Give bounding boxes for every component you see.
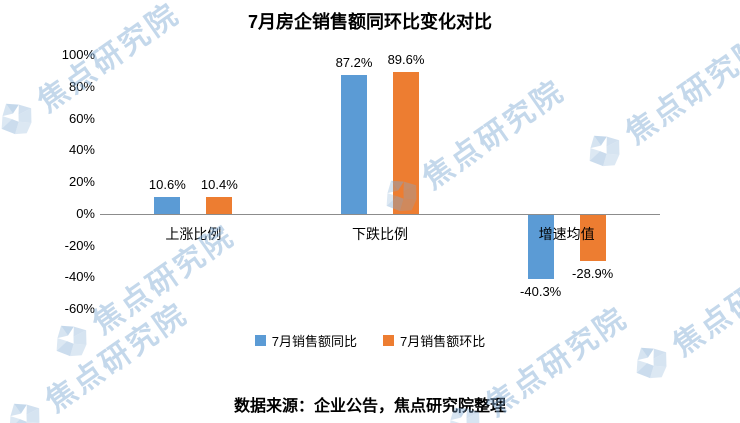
category-label: 增速均值 bbox=[538, 225, 595, 242]
y-axis-tick-label: 20% bbox=[68, 174, 95, 189]
legend-label: 7月销售额环比 bbox=[400, 334, 486, 349]
y-axis-tick-label: 100% bbox=[61, 47, 95, 62]
legend-label: 7月销售额同比 bbox=[271, 334, 357, 349]
watermark: 焦点研究院 bbox=[622, 234, 740, 392]
legend-item: 7月销售额环比 bbox=[383, 331, 485, 350]
y-axis-tick-label: 80% bbox=[68, 78, 95, 94]
y-axis-tick-label: 40% bbox=[68, 142, 95, 158]
bar-series2-下跌比例 bbox=[393, 71, 419, 214]
watermark: 焦点研究院 bbox=[575, 22, 740, 180]
bar-series2-增速均值 bbox=[579, 214, 606, 261]
y-axis-tick-label: -40% bbox=[64, 269, 95, 285]
category-label: 上涨比例 bbox=[165, 225, 222, 242]
bar-series1-下跌比例 bbox=[341, 75, 367, 214]
value-label: 89.6% bbox=[387, 51, 425, 67]
bar-series1-上涨比例 bbox=[154, 196, 181, 214]
legend-item: 7月销售额同比 bbox=[254, 331, 357, 350]
legend-swatch bbox=[383, 335, 394, 346]
chart-title: 7月房企销售额同环比变化对比 bbox=[247, 12, 492, 32]
value-label: -28.9% bbox=[572, 265, 614, 281]
data-source-note: 数据来源：企业公告，焦点研究院整理 bbox=[233, 398, 506, 415]
value-label: -40.3% bbox=[520, 283, 562, 299]
y-axis-tick-label: 0% bbox=[76, 205, 95, 221]
category-label: 下跌比例 bbox=[352, 225, 408, 242]
watermark-logo-icon bbox=[589, 135, 620, 167]
bar-series2-上涨比例 bbox=[206, 197, 233, 214]
bar-series1-增速均值 bbox=[527, 214, 554, 279]
y-axis-tick-label: 60% bbox=[68, 110, 95, 126]
legend-swatch bbox=[254, 335, 266, 346]
chart-legend: 7月销售额同比 7月销售额环比 bbox=[0, 331, 740, 350]
value-label: 87.2% bbox=[335, 55, 373, 71]
y-axis-tick-label: -60% bbox=[64, 301, 95, 316]
value-label: 10.6% bbox=[148, 176, 186, 192]
y-axis-tick-label: -20% bbox=[64, 237, 95, 253]
value-label: 10.4% bbox=[200, 177, 238, 193]
watermark-text: 焦点研究院 bbox=[416, 74, 571, 196]
x-axis-line bbox=[100, 213, 660, 215]
watermark-text: 焦点研究院 bbox=[619, 29, 740, 151]
